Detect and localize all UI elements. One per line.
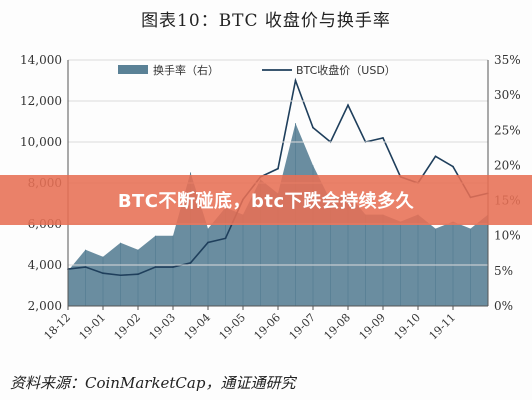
- y-left-tick-label: 14,000: [20, 53, 62, 67]
- x-tick-label: 19-01: [77, 311, 109, 343]
- price-point: [172, 266, 174, 268]
- source-note: 资料来源：CoinMarketCap，通证通研究: [10, 374, 296, 392]
- legend-label-price: BTC收盘价（USD）: [296, 63, 396, 77]
- x-tick-label: 19-10: [392, 311, 424, 343]
- price-point: [434, 155, 437, 158]
- price-point: [137, 273, 139, 276]
- price-point: [452, 165, 454, 168]
- price-point: [189, 262, 192, 264]
- price-point: [119, 274, 122, 277]
- x-tick-label: 19-04: [182, 311, 214, 343]
- price-point: [312, 126, 314, 129]
- y-right-tick-label: 30%: [494, 88, 521, 102]
- x-tick-label: 19-09: [357, 311, 389, 343]
- price-point: [154, 266, 157, 268]
- y-right-tick-label: 0%: [494, 299, 513, 313]
- y-left-tick-label: 12,000: [20, 94, 62, 108]
- y-left-tick-label: 4,000: [28, 258, 62, 272]
- overlay-banner: BTC不断碰底，btc下跌会持续多久: [0, 175, 532, 225]
- price-point: [102, 272, 104, 275]
- price-point: [382, 137, 384, 139]
- legend-swatch-turnover: [118, 65, 148, 74]
- y-left-tick-label: 2,000: [28, 299, 62, 313]
- banner-text: BTC不断碰底，btc下跌会持续多久: [117, 191, 415, 212]
- x-tick-label: 19-02: [112, 311, 144, 343]
- price-point: [277, 167, 279, 170]
- y-left-tick-label: 10,000: [20, 135, 62, 149]
- price-point: [207, 241, 209, 244]
- chart-title: 图表10：BTC 收盘价与换手率: [141, 11, 391, 31]
- y-right-tick-label: 10%: [494, 229, 521, 243]
- x-tick-label: 19-03: [147, 311, 179, 343]
- y-right-tick-label: 20%: [494, 158, 521, 172]
- x-tick-label: 19-11: [427, 311, 459, 343]
- legend-label-turnover: 换手率（右）: [153, 63, 219, 77]
- y-right-tick-label: 5%: [494, 264, 513, 278]
- x-tick-label: 18-12: [42, 311, 74, 343]
- price-point: [347, 104, 349, 106]
- price-point: [224, 237, 227, 240]
- price-point: [84, 266, 87, 268]
- x-tick-label: 19-05: [217, 311, 249, 343]
- y-right-tick-label: 25%: [494, 123, 521, 137]
- x-tick-label: 19-06: [252, 311, 284, 343]
- y-right-tick-label: 35%: [494, 53, 521, 67]
- x-tick-label: 19-08: [322, 311, 354, 343]
- x-tick-label: 19-07: [287, 311, 319, 343]
- price-point: [294, 79, 297, 82]
